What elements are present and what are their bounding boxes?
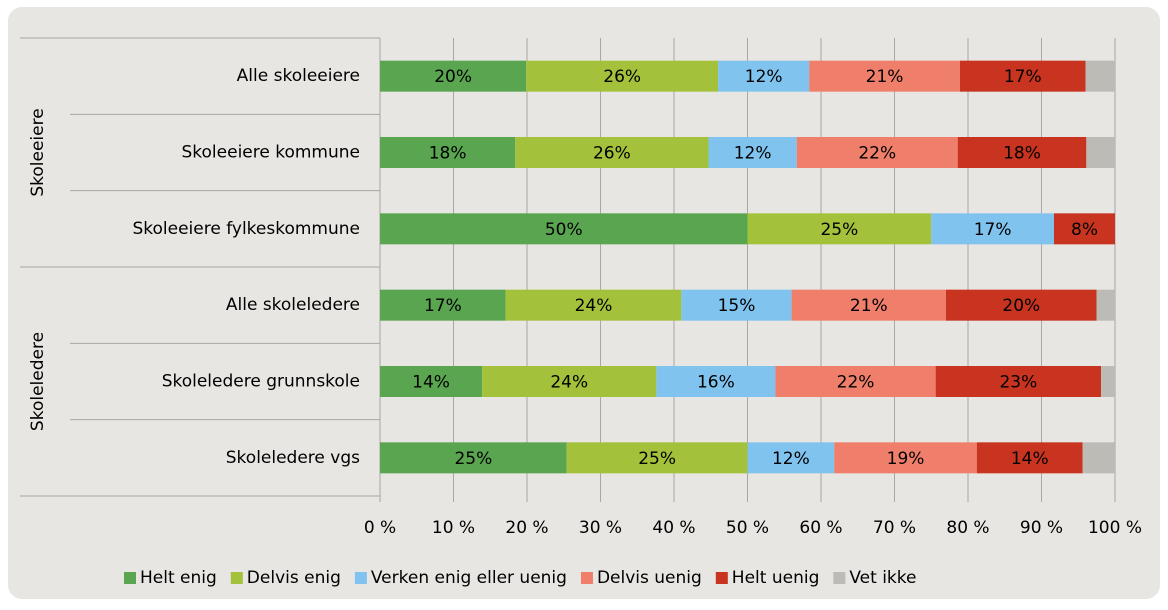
legend-swatch (715, 572, 728, 584)
bar-segment (380, 137, 516, 168)
bar-segment (1101, 366, 1115, 397)
data-label: 14% (412, 373, 450, 393)
legend-label: Verken enig eller uenig (371, 568, 567, 588)
data-label: 23% (999, 373, 1037, 393)
data-label: 21% (850, 296, 888, 316)
data-label: 12% (734, 144, 772, 164)
bar-segment (1086, 137, 1115, 168)
y-tick-label: Skoleledere grunnskole (162, 372, 360, 392)
data-label: 20% (1002, 296, 1040, 316)
x-tick-label: 90 % (1020, 518, 1063, 538)
y-tick-label: Skoleeiere fylkeskommune (132, 219, 360, 239)
bar-segment (1082, 442, 1115, 474)
data-label: 17% (1004, 67, 1042, 87)
group-label: Skoleledere (28, 332, 48, 431)
bar-segment (796, 137, 958, 168)
x-tick-label: 60 % (799, 518, 842, 538)
bar-segment (482, 366, 657, 397)
bar-segment (747, 442, 835, 474)
x-tick-label: 70 % (873, 518, 916, 538)
y-tick-label: Alle skoleeiere (237, 66, 360, 86)
data-label: 20% (434, 67, 472, 87)
x-tick-label: 0 % (364, 518, 396, 538)
legend-label: Vet ikke (849, 568, 916, 588)
bar-segment (931, 213, 1054, 245)
data-label: 8% (1071, 220, 1098, 240)
data-label: 21% (866, 67, 904, 87)
data-label: 19% (887, 449, 925, 469)
x-tick-label: 30 % (579, 518, 622, 538)
y-tick-label: Alle skoleledere (226, 295, 360, 315)
data-label: 26% (603, 67, 641, 87)
bar-segment (526, 60, 719, 92)
group-label: Skoleeiere (28, 108, 48, 196)
data-label: 25% (454, 449, 492, 469)
data-label: 15% (718, 296, 756, 316)
legend-label: Delvis enig (247, 568, 341, 588)
x-tick-label: 20 % (505, 518, 548, 538)
bar-segment (791, 289, 946, 321)
bar-segment (957, 137, 1087, 168)
legend-label: Helt uenig (732, 568, 820, 588)
bar-segment (656, 366, 776, 397)
bar-segment (380, 289, 506, 321)
data-label: 17% (424, 296, 462, 316)
bar-segment (718, 60, 810, 92)
legend-swatch (833, 572, 846, 584)
bar-segment (515, 137, 709, 168)
bar-segment (681, 289, 792, 321)
data-label: 12% (745, 67, 783, 87)
x-tick-label: 50 % (726, 518, 769, 538)
data-label: 17% (974, 220, 1012, 240)
bar-segment (380, 366, 483, 397)
data-label: 22% (837, 373, 875, 393)
bar-segment (1053, 213, 1115, 245)
x-tick-label: 10 % (432, 518, 475, 538)
bar-segment (959, 60, 1086, 92)
data-label: 26% (593, 144, 631, 164)
data-label: 25% (638, 449, 676, 469)
bar-segment (505, 289, 682, 321)
data-label: 22% (858, 144, 896, 164)
data-label: 50% (545, 220, 583, 240)
data-label: 12% (772, 449, 810, 469)
bar-segment (1096, 289, 1115, 321)
legend-swatch (580, 572, 593, 584)
data-label: 16% (697, 373, 735, 393)
x-tick-label: 100 % (1088, 518, 1142, 538)
bar-segment (976, 442, 1083, 474)
data-label: 18% (1003, 144, 1041, 164)
y-tick-label: Skoleledere vgs (226, 448, 360, 468)
bar-segment (809, 60, 960, 92)
bar-segment (945, 289, 1097, 321)
bar-segment (935, 366, 1102, 397)
bar-segment (834, 442, 977, 474)
bar-segment (380, 442, 567, 474)
bar-segment (566, 442, 748, 474)
bar-segment (1085, 60, 1115, 92)
data-label: 18% (429, 144, 467, 164)
data-label: 24% (550, 373, 588, 393)
x-tick-label: 80 % (946, 518, 989, 538)
bar-segment (747, 213, 932, 245)
bar-segment (380, 60, 527, 92)
data-label: 24% (575, 296, 613, 316)
bar-segment (775, 366, 936, 397)
bar-segment (380, 213, 748, 245)
legend-label: Delvis uenig (597, 568, 702, 588)
data-label: 25% (820, 220, 858, 240)
bar-segment (708, 137, 797, 168)
data-label: 14% (1011, 449, 1049, 469)
legend-swatch (124, 572, 136, 584)
legend-label: Helt enig (140, 568, 217, 588)
legend-swatch (230, 572, 243, 584)
legend-swatch (354, 572, 367, 584)
y-tick-label: Skoleeiere kommune (182, 143, 361, 163)
x-tick-label: 40 % (652, 518, 695, 538)
